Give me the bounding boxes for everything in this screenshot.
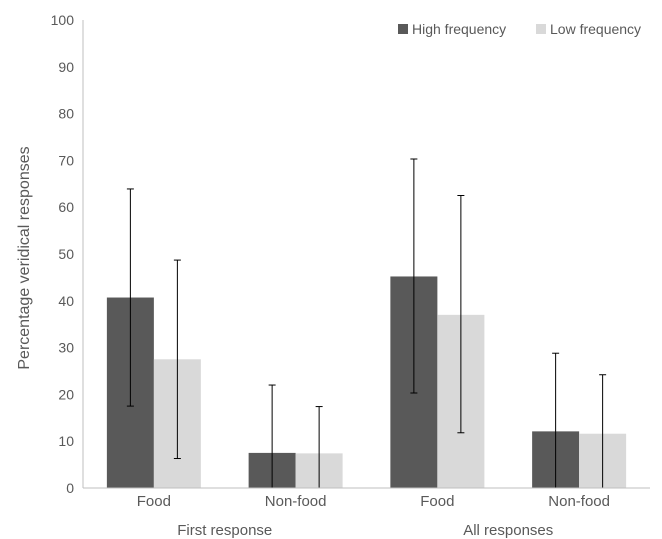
category-label: Non-food [548, 493, 610, 510]
x-axis-labels: Food Non-food Food Non-food First response Al… [137, 493, 610, 539]
y-tick-label: 90 [58, 59, 74, 75]
category-label: Non-food [265, 493, 327, 510]
legend-label: High frequency [412, 21, 506, 37]
group-label: All responses [463, 522, 553, 539]
error-bars [126, 158, 607, 488]
legend: High frequency Low frequency [398, 21, 641, 37]
y-axis-label: Percentage veridical responses [16, 146, 33, 369]
category-label: Food [137, 493, 171, 510]
y-tick-label: 10 [58, 433, 74, 449]
y-tick-label: 30 [58, 340, 74, 356]
y-tick-label: 60 [58, 199, 74, 215]
y-axis: 0 10 20 30 40 50 60 70 80 90 100 [51, 12, 84, 496]
legend-swatch [536, 24, 546, 34]
legend-label: Low frequency [550, 21, 641, 37]
y-tick-label: 70 [58, 152, 74, 168]
bars [106, 276, 627, 488]
y-tick-label: 80 [58, 106, 74, 122]
y-tick-label: 20 [58, 386, 74, 402]
y-tick-label: 50 [58, 246, 74, 262]
category-label: Food [420, 493, 454, 510]
y-tick-label: 100 [51, 12, 75, 28]
group-label: First response [177, 522, 272, 539]
y-tick-label: 0 [66, 480, 74, 496]
legend-swatch [398, 24, 408, 34]
y-tick-label: 40 [58, 293, 74, 309]
